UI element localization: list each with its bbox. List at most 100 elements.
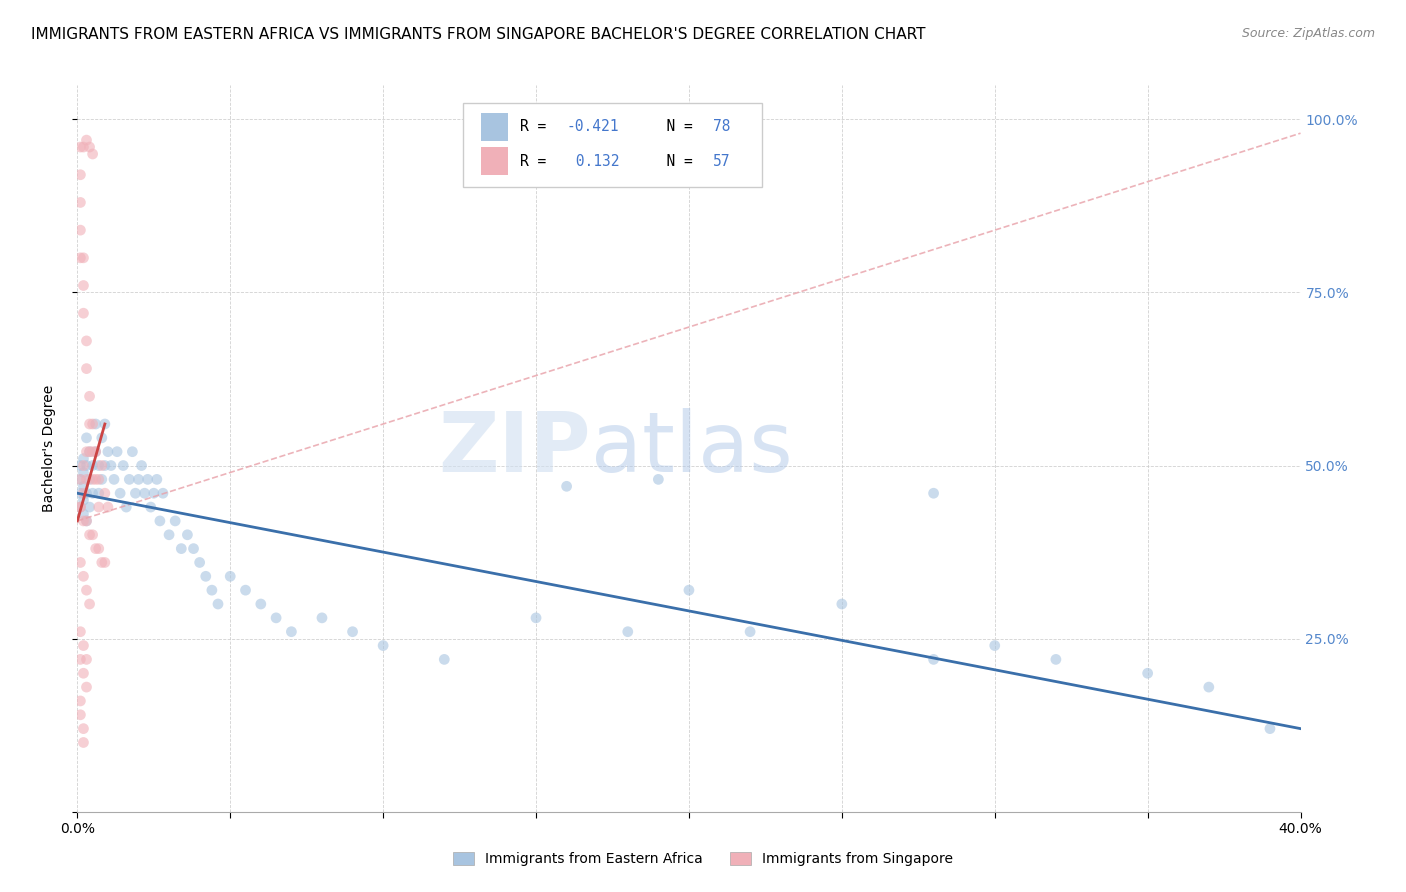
Immigrants from Eastern Africa xyxy=(69,486,91,500)
Immigrants from Singapore xyxy=(72,306,94,320)
Immigrants from Singapore xyxy=(79,140,101,154)
Immigrants from Eastern Africa xyxy=(94,417,117,431)
Immigrants from Eastern Africa xyxy=(72,466,94,480)
Immigrants from Eastern Africa xyxy=(79,500,101,514)
Immigrants from Eastern Africa xyxy=(146,472,169,486)
Immigrants from Singapore xyxy=(84,444,107,458)
Immigrants from Eastern Africa xyxy=(984,639,1007,653)
Immigrants from Eastern Africa xyxy=(136,472,159,486)
Immigrants from Singapore xyxy=(72,735,94,749)
Immigrants from Singapore xyxy=(72,278,94,293)
Immigrants from Singapore xyxy=(72,251,94,265)
Immigrants from Eastern Africa xyxy=(76,514,98,528)
Immigrants from Eastern Africa xyxy=(97,444,120,458)
Immigrants from Singapore xyxy=(69,223,91,237)
Immigrants from Singapore xyxy=(69,140,91,154)
Immigrants from Eastern Africa xyxy=(201,583,224,598)
Text: N =: N = xyxy=(648,120,702,135)
FancyBboxPatch shape xyxy=(481,113,508,141)
Immigrants from Eastern Africa xyxy=(280,624,302,639)
Immigrants from Eastern Africa xyxy=(90,431,112,445)
Text: 78: 78 xyxy=(713,120,731,135)
Immigrants from Eastern Africa xyxy=(84,417,107,431)
Immigrants from Singapore xyxy=(94,486,117,500)
Immigrants from Eastern Africa xyxy=(87,458,110,473)
Text: ZIP: ZIP xyxy=(439,408,591,489)
Immigrants from Singapore xyxy=(72,458,94,473)
Immigrants from Singapore xyxy=(97,500,120,514)
Immigrants from Eastern Africa xyxy=(433,652,456,666)
Immigrants from Singapore xyxy=(69,556,91,570)
Immigrants from Singapore xyxy=(72,639,94,653)
Immigrants from Eastern Africa xyxy=(76,486,98,500)
Immigrants from Eastern Africa xyxy=(124,486,146,500)
FancyBboxPatch shape xyxy=(463,103,762,186)
Immigrants from Eastern Africa xyxy=(149,514,172,528)
Y-axis label: Bachelor's Degree: Bachelor's Degree xyxy=(42,384,56,512)
Text: atlas: atlas xyxy=(591,408,793,489)
Immigrants from Eastern Africa xyxy=(188,556,211,570)
Immigrants from Singapore xyxy=(72,569,94,583)
Immigrants from Singapore xyxy=(84,541,107,556)
Immigrants from Singapore xyxy=(79,417,101,431)
Immigrants from Eastern Africa xyxy=(922,486,945,500)
Immigrants from Eastern Africa xyxy=(72,507,94,521)
Immigrants from Eastern Africa xyxy=(76,431,98,445)
Immigrants from Eastern Africa xyxy=(90,472,112,486)
Immigrants from Singapore xyxy=(72,486,94,500)
Immigrants from Singapore xyxy=(72,722,94,736)
Immigrants from Eastern Africa xyxy=(617,624,640,639)
Immigrants from Singapore xyxy=(82,472,104,486)
Immigrants from Eastern Africa xyxy=(170,541,193,556)
Immigrants from Singapore xyxy=(69,500,91,514)
Immigrants from Eastern Africa xyxy=(740,624,762,639)
Immigrants from Eastern Africa xyxy=(183,541,205,556)
Immigrants from Eastern Africa xyxy=(152,486,174,500)
Immigrants from Singapore xyxy=(87,500,110,514)
Immigrants from Eastern Africa xyxy=(72,479,94,493)
Immigrants from Eastern Africa xyxy=(264,611,287,625)
Immigrants from Eastern Africa xyxy=(84,444,107,458)
FancyBboxPatch shape xyxy=(481,147,508,175)
Immigrants from Singapore xyxy=(79,528,101,542)
Text: -0.421: -0.421 xyxy=(567,120,619,135)
Immigrants from Singapore xyxy=(72,514,94,528)
Immigrants from Eastern Africa xyxy=(72,493,94,508)
Immigrants from Eastern Africa xyxy=(1136,666,1159,681)
Immigrants from Eastern Africa xyxy=(176,528,198,542)
Immigrants from Eastern Africa xyxy=(142,486,165,500)
Immigrants from Singapore xyxy=(69,652,91,666)
Immigrants from Eastern Africa xyxy=(157,528,180,542)
Immigrants from Eastern Africa xyxy=(219,569,242,583)
Immigrants from Eastern Africa xyxy=(108,486,131,500)
Immigrants from Singapore xyxy=(87,472,110,486)
Immigrants from Singapore xyxy=(76,472,98,486)
Immigrants from Eastern Africa xyxy=(82,486,104,500)
Immigrants from Eastern Africa xyxy=(105,444,128,458)
Immigrants from Singapore xyxy=(69,251,91,265)
Legend: Immigrants from Eastern Africa, Immigrants from Singapore: Immigrants from Eastern Africa, Immigran… xyxy=(447,847,959,871)
Immigrants from Singapore xyxy=(79,444,101,458)
Immigrants from Eastern Africa xyxy=(76,458,98,473)
Text: 57: 57 xyxy=(713,153,731,169)
Immigrants from Singapore xyxy=(69,707,91,722)
Immigrants from Eastern Africa xyxy=(69,458,91,473)
Immigrants from Singapore xyxy=(69,472,91,486)
Immigrants from Eastern Africa xyxy=(112,458,135,473)
Immigrants from Eastern Africa xyxy=(1258,722,1281,736)
Immigrants from Eastern Africa xyxy=(194,569,217,583)
Immigrants from Singapore xyxy=(82,444,104,458)
Immigrants from Eastern Africa xyxy=(1198,680,1220,694)
Text: 0.132: 0.132 xyxy=(567,153,619,169)
Immigrants from Eastern Africa xyxy=(115,500,138,514)
Immigrants from Singapore xyxy=(76,680,98,694)
Immigrants from Eastern Africa xyxy=(79,444,101,458)
Immigrants from Singapore xyxy=(82,417,104,431)
Immigrants from Singapore xyxy=(76,444,98,458)
Text: N =: N = xyxy=(648,153,702,169)
Immigrants from Eastern Africa xyxy=(371,639,394,653)
Immigrants from Eastern Africa xyxy=(121,444,143,458)
Immigrants from Singapore xyxy=(79,597,101,611)
Immigrants from Eastern Africa xyxy=(118,472,141,486)
Immigrants from Eastern Africa xyxy=(72,451,94,466)
